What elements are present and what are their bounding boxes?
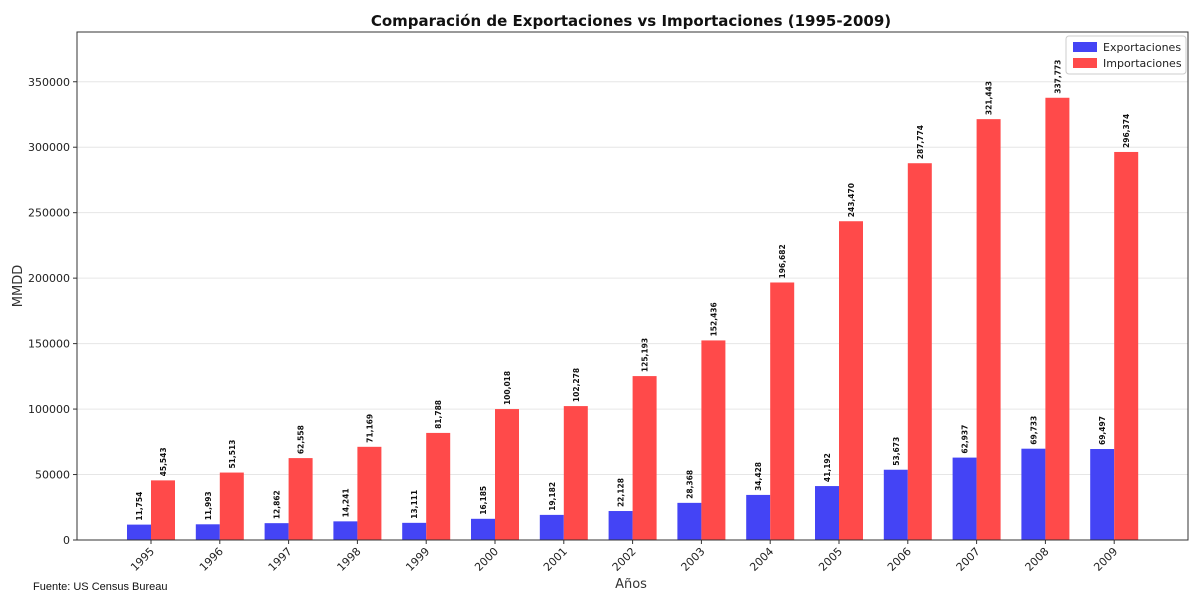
data-label-importaciones-2004: 196,682 [778, 244, 787, 278]
bar-importaciones-1997 [288, 458, 313, 540]
data-label-exportaciones-2008: 69,733 [1029, 416, 1038, 445]
data-label-importaciones-2000: 100,018 [503, 371, 512, 405]
y-tick-label: 250000 [28, 207, 70, 220]
legend-swatch-importaciones [1073, 58, 1097, 68]
source-note: Fuente: US Census Bureau [33, 581, 168, 593]
data-label-importaciones-1995: 45,543 [159, 447, 168, 476]
bar-exportaciones-1998 [333, 521, 358, 540]
data-label-exportaciones-1997: 12,862 [273, 490, 282, 519]
bar-importaciones-2006 [907, 163, 932, 540]
legend: Exportaciones Importaciones [1065, 35, 1187, 75]
data-label-exportaciones-1995: 11,754 [135, 492, 144, 521]
legend-label-exportaciones: Exportaciones [1103, 41, 1181, 54]
bar-exportaciones-2007 [952, 457, 977, 540]
data-label-exportaciones-1998: 14,241 [341, 488, 350, 517]
data-label-importaciones-1999: 81,788 [434, 400, 443, 429]
y-tick-label: 200000 [28, 272, 70, 285]
data-label-importaciones-2009: 296,374 [1122, 114, 1131, 148]
data-label-exportaciones-2004: 34,428 [754, 462, 763, 491]
bar-exportaciones-1999 [402, 522, 427, 540]
x-axis-label: Años [615, 577, 647, 592]
data-label-importaciones-2006: 287,774 [916, 125, 925, 159]
data-label-importaciones-2008: 337,773 [1053, 60, 1062, 94]
data-label-importaciones-2001: 102,278 [572, 368, 581, 402]
bar-exportaciones-2008 [1021, 448, 1046, 540]
bar-exportaciones-1996 [195, 524, 220, 540]
bar-importaciones-1998 [357, 446, 382, 540]
data-label-importaciones-2002: 125,193 [641, 338, 650, 372]
y-tick-label: 300000 [28, 141, 70, 154]
bar-exportaciones-2001 [539, 514, 564, 540]
data-label-exportaciones-2006: 53,673 [892, 437, 901, 466]
data-label-importaciones-2005: 243,470 [847, 183, 856, 217]
bar-exportaciones-1995 [127, 524, 151, 540]
y-axis-label: MMDD [11, 265, 26, 307]
data-label-exportaciones-2001: 19,182 [548, 482, 557, 511]
bar-importaciones-2009 [1114, 151, 1139, 541]
bar-importaciones-2008 [1045, 97, 1070, 541]
bar-exportaciones-2003 [677, 502, 702, 540]
bar-importaciones-1995 [151, 480, 175, 540]
bar-importaciones-2002 [632, 376, 657, 540]
bar-importaciones-2003 [701, 340, 726, 540]
bar-exportaciones-2000 [471, 518, 495, 540]
data-label-importaciones-1998: 71,169 [365, 414, 374, 443]
legend-swatch-exportaciones [1073, 42, 1097, 52]
bar-exportaciones-2005 [815, 486, 839, 540]
data-label-importaciones-2003: 152,436 [709, 302, 718, 336]
bar-exportaciones-2004 [746, 494, 771, 540]
data-label-exportaciones-2002: 22,128 [617, 478, 626, 507]
data-label-importaciones-1996: 51,513 [228, 440, 237, 469]
data-label-exportaciones-2005: 41,192 [823, 453, 832, 482]
y-tick-label: 50000 [35, 469, 70, 482]
data-label-exportaciones-2003: 28,368 [685, 470, 694, 499]
bar-importaciones-2005 [839, 221, 863, 541]
legend-label-importaciones: Importaciones [1103, 57, 1182, 70]
bar-exportaciones-2006 [883, 469, 908, 540]
data-labels: 11,754 45,543 11,993 51,513 12,862 62,558 14,2… [135, 60, 1131, 521]
bar-exportaciones-2002 [608, 511, 633, 540]
bar-importaciones-2001 [563, 406, 588, 540]
grid-lines [77, 81, 1188, 476]
bar-importaciones-2000 [495, 409, 519, 540]
data-label-exportaciones-1999: 13,111 [410, 490, 419, 519]
y-axis-ticks: 0 50000 100000 150000 200000 250000 300000 3500… [28, 76, 77, 547]
data-label-importaciones-2007: 321,443 [985, 81, 994, 115]
bar-importaciones-2007 [976, 119, 1001, 541]
y-tick-label: 0 [63, 534, 70, 547]
bars [127, 97, 1139, 541]
data-label-exportaciones-2007: 62,937 [961, 425, 970, 454]
data-label-exportaciones-2000: 16,185 [479, 486, 488, 515]
data-label-exportaciones-1996: 11,993 [204, 491, 213, 520]
bar-importaciones-1999 [426, 432, 451, 540]
data-label-importaciones-1997: 62,558 [297, 425, 306, 454]
chart-title: Comparación de Exportaciones vs Importac… [371, 12, 891, 30]
y-tick-label: 350000 [28, 76, 70, 89]
bar-exportaciones-1997 [264, 523, 289, 540]
bar-importaciones-2004 [770, 282, 795, 540]
y-tick-label: 100000 [28, 403, 70, 416]
data-label-exportaciones-2009: 69,497 [1098, 416, 1107, 445]
bar-importaciones-1996 [219, 472, 244, 540]
bar-exportaciones-2009 [1090, 449, 1115, 540]
y-tick-label: 150000 [28, 338, 70, 351]
